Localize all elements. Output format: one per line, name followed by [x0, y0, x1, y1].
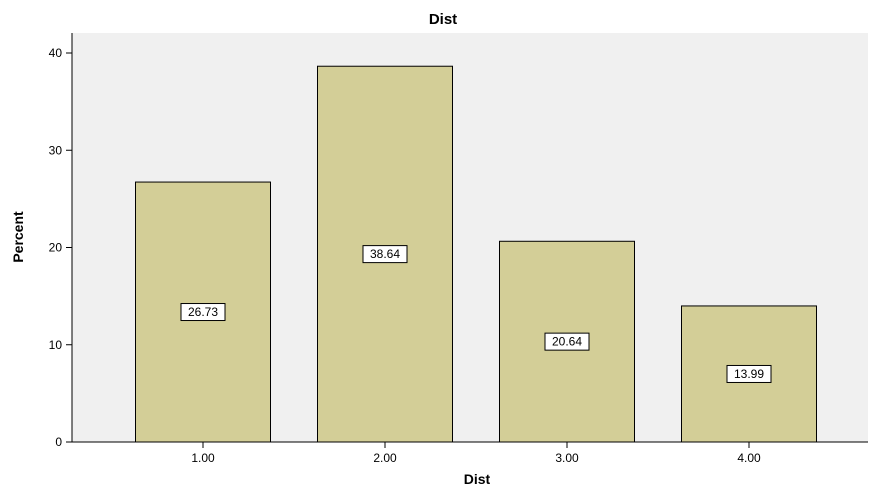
x-axis-title: Dist — [464, 471, 491, 487]
data-label: 20.64 — [552, 335, 582, 349]
data-label-box — [726, 364, 772, 383]
y-ticks-layer: 0 10 20 30 40 — [49, 46, 72, 449]
data-label-box — [544, 332, 590, 351]
y-tick-label: 40 — [49, 46, 63, 60]
y-tick-label: 20 — [49, 241, 63, 255]
data-label: 13.99 — [734, 367, 764, 381]
y-tick-label: 30 — [49, 143, 63, 157]
y-axis-title: Percent — [10, 211, 26, 263]
data-label-box — [362, 245, 408, 264]
y-tick-label: 0 — [55, 435, 62, 449]
x-tick-label: 1.00 — [191, 451, 215, 465]
data-label: 38.64 — [370, 247, 400, 261]
data-label: 26.73 — [188, 305, 218, 319]
x-ticks-layer: 1.00 2.00 3.00 4.00 — [191, 442, 761, 465]
x-tick-label: 2.00 — [373, 451, 397, 465]
x-tick-label: 3.00 — [555, 451, 579, 465]
data-labels-layer: 26.73 38.64 20.64 13.99 — [180, 245, 772, 383]
y-tick-label: 10 — [49, 338, 63, 352]
chart-title: Dist — [429, 11, 457, 28]
data-label-box — [180, 303, 226, 322]
x-tick-label: 4.00 — [737, 451, 761, 465]
